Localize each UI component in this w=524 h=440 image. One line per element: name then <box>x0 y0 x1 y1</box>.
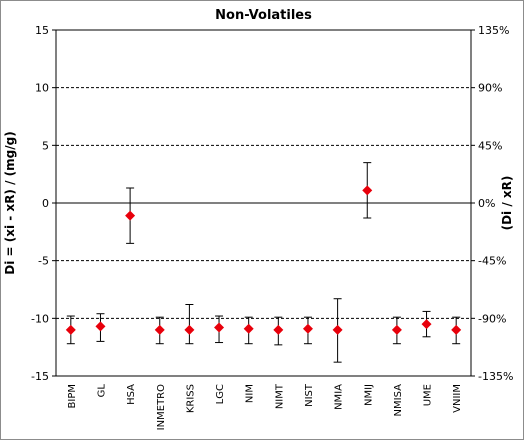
right-tick-label: 0% <box>478 197 495 210</box>
category-label: KRISS <box>185 384 196 413</box>
category-label: UME <box>423 384 434 406</box>
left-tick-label: 10 <box>35 82 49 95</box>
right-tick-label: 135% <box>478 24 509 37</box>
category-label: NIST <box>304 383 315 407</box>
data-point-nmia <box>332 324 343 335</box>
category-label: INMETRO <box>156 384 167 430</box>
category-label: LGC <box>215 384 226 404</box>
right-tick-label: 90% <box>478 82 502 95</box>
left-tick-label: -10 <box>31 312 49 325</box>
error-bars <box>66 162 461 363</box>
category-label: HSA <box>126 384 137 405</box>
data-point-kriss <box>184 324 195 335</box>
data-point-nim <box>243 323 254 334</box>
category-label: VNIIM <box>452 384 463 413</box>
right-tick-label: -90% <box>478 312 506 325</box>
right-tick-label: 45% <box>478 139 502 152</box>
data-point-nmisa <box>391 324 402 335</box>
category-label: NIMT <box>274 383 285 409</box>
data-point-gl <box>95 321 106 332</box>
left-tick-label: 15 <box>35 24 49 37</box>
right-tick-label: -45% <box>478 255 506 268</box>
left-tick-label: -15 <box>31 370 49 383</box>
data-point-inmetro <box>154 324 165 335</box>
data-point-vniim <box>451 324 462 335</box>
data-point-nimt <box>273 324 284 335</box>
left-tick-label: -5 <box>38 255 49 268</box>
data-points <box>65 185 462 335</box>
category-label: NMIA <box>334 384 345 410</box>
data-point-nist <box>302 323 313 334</box>
category-label: NMIJ <box>363 384 374 406</box>
axes <box>52 29 475 377</box>
grid-lines <box>56 87 471 319</box>
category-label: BIPM <box>67 384 78 408</box>
data-point-lgc <box>214 322 225 333</box>
data-point-bipm <box>65 324 76 335</box>
tick-labels: 15 135% 10 90% 5 45% 0 0% -5 -45% -10 -90% -15 -135% <box>31 24 513 383</box>
category-label: NMISA <box>393 384 404 417</box>
data-point-hsa <box>125 210 136 221</box>
category-label: GL <box>96 384 107 398</box>
category-labels: BIPM GL HSA INMETRO KRISS LGC NIM NIMT NIST NMIA N… <box>67 383 463 430</box>
left-tick-label: 5 <box>42 139 49 152</box>
left-tick-label: 0 <box>42 197 49 210</box>
data-point-ume <box>421 319 432 330</box>
chart-title: Non-Volatiles <box>215 8 312 23</box>
y-axis-label: Di = (xi - xR) / (mg/g) <box>3 131 17 274</box>
axis-labels: Di = (xi - xR) / (mg/g) (Di / xR) <box>3 131 514 274</box>
y2-axis-label: (Di / xR) <box>500 176 514 231</box>
category-label: NIM <box>245 384 256 403</box>
right-tick-label: -135% <box>478 370 513 383</box>
data-point-nmij <box>362 185 373 196</box>
